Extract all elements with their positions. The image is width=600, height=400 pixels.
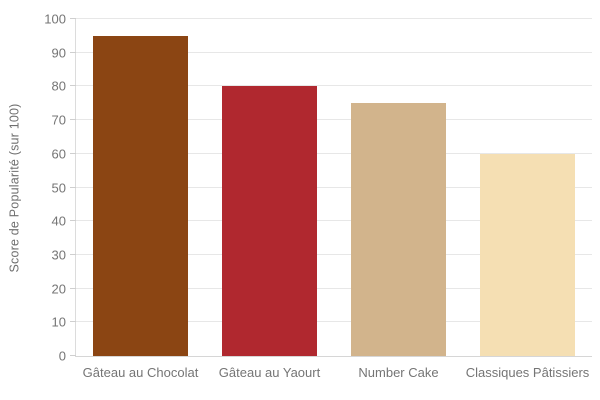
- bar-number-cake: [351, 103, 446, 356]
- bar-classiques-p-tissiers: [480, 153, 575, 356]
- x-category-label: Classiques Pâtissiers: [465, 365, 590, 380]
- gridline: [76, 321, 592, 323]
- y-axis-tick-mark: [70, 287, 76, 289]
- gridline: [76, 287, 592, 289]
- y-axis-tick-label: 70: [51, 112, 66, 128]
- y-axis-tick-mark: [70, 253, 76, 255]
- x-category-label: Gâteau au Yaourt: [218, 365, 321, 380]
- x-category-label: Gâteau au Chocolat: [82, 365, 199, 380]
- bar-g-teau-au-chocolat: [93, 35, 188, 356]
- y-axis-title-container: Score de Popularité (sur 100): [0, 19, 30, 357]
- y-axis-tick-label: 20: [51, 281, 66, 297]
- gridline: [76, 220, 592, 222]
- y-axis-tick-mark: [70, 152, 76, 154]
- y-axis-tick-label: 60: [51, 146, 66, 162]
- y-axis-tick-mark: [70, 18, 76, 19]
- y-axis-tick-mark: [70, 51, 76, 53]
- y-axis-tick-label: 50: [51, 180, 66, 195]
- y-axis-tick-label: 100: [44, 11, 66, 27]
- gridline: [76, 152, 592, 154]
- gridline: [76, 85, 592, 87]
- y-axis-tick-label: 90: [51, 45, 66, 61]
- plot-area: 0 10 20 30 40 50 60 70 80 90 100 Gâteau au Chocolat…: [44, 12, 592, 380]
- y-axis-tick-mark: [70, 119, 76, 121]
- y-axis-tick-mark: [70, 220, 76, 222]
- gridline: [76, 186, 592, 188]
- y-axis-tick-label: 0: [58, 348, 66, 364]
- y-axis-tick-mark: [70, 186, 76, 188]
- gridline: [76, 253, 592, 255]
- gridline: [76, 18, 592, 19]
- y-axis-tick-label: 10: [51, 314, 66, 330]
- y-axis-tick-mark: [70, 355, 76, 356]
- bar-g-teau-au-yaourt: [222, 86, 317, 356]
- y-axis-tick-label: 80: [51, 78, 66, 94]
- y-axis-title: Score de Popularité (sur 100): [8, 103, 22, 273]
- x-category-label: Number Cake: [358, 365, 439, 380]
- y-axis-tick-label: 30: [51, 247, 66, 263]
- y-axis-tick-mark: [70, 321, 76, 323]
- y-axis-tick-label: 40: [51, 213, 66, 229]
- gridline: [76, 119, 592, 121]
- y-axis-tick-mark: [70, 85, 76, 87]
- gridline: [76, 51, 592, 53]
